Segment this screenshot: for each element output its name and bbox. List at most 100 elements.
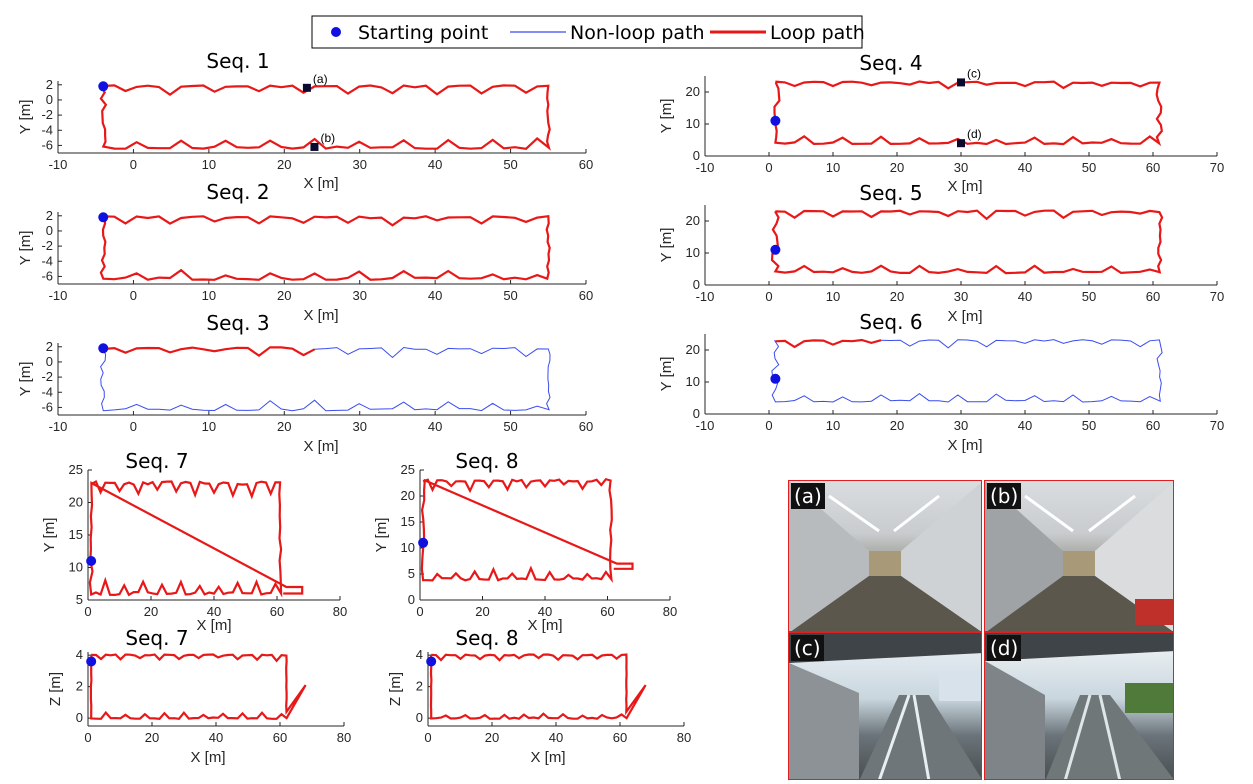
nonloop-path	[771, 210, 1163, 274]
starting-point-marker	[418, 537, 429, 548]
x-tick-label: 60	[1146, 418, 1160, 433]
x-axis-label: X [m]	[527, 617, 562, 634]
x-axis-label: X [m]	[530, 749, 565, 766]
x-tick-label: 60	[1146, 289, 1160, 304]
x-tick-label: 0	[130, 419, 137, 434]
x-tick-label: 20	[277, 157, 291, 172]
legend-nonloop-label: Non-loop path	[570, 22, 705, 44]
walkway-illustration	[789, 633, 981, 779]
x-tick-label: 40	[428, 288, 442, 303]
loop-path	[103, 346, 316, 357]
x-tick-label: 40	[1018, 289, 1032, 304]
x-axis-label: X [m]	[947, 437, 982, 454]
x-tick-label: 20	[145, 730, 159, 745]
x-tick-label: 80	[663, 604, 677, 619]
x-tick-label: 0	[424, 730, 431, 745]
y-axis-label: Y [m]	[658, 99, 675, 134]
y-tick-label: 2	[46, 77, 53, 92]
chart-seq7xy: 0 20 40 60 80 25 20 15 10 5 X [m] Y [m] Seq. 7	[41, 449, 347, 634]
x-tick-label: 0	[130, 157, 137, 172]
starting-point-marker	[770, 373, 781, 384]
x-tick-label: 0	[765, 418, 772, 433]
y-tick-label: -2	[41, 107, 53, 122]
walkway-illustration	[985, 633, 1173, 779]
starting-point-marker	[98, 212, 109, 223]
x-tick-label: 30	[352, 288, 366, 303]
x-tick-label: 20	[144, 604, 158, 619]
y-tick-label: 0	[693, 148, 700, 163]
x-tick-label: 50	[503, 157, 517, 172]
photo-label: (a)	[791, 483, 825, 509]
starting-point-marker	[98, 81, 109, 92]
y-tick-label: 0	[408, 592, 415, 607]
starting-point-marker	[98, 343, 109, 354]
loop-path	[770, 209, 1164, 275]
starting-point-marker	[426, 656, 437, 667]
photo-panel: (a) (b) (c)	[788, 480, 1174, 780]
y-axis-label: Y [m]	[658, 228, 675, 263]
starting-point-marker	[770, 115, 781, 126]
y-tick-label: 20	[401, 488, 415, 503]
corridor-illustration	[789, 481, 981, 631]
photo-label: (b)	[987, 483, 1022, 509]
x-tick-label: 20	[890, 289, 904, 304]
x-tick-label: 70	[1210, 418, 1224, 433]
x-axis-label: X [m]	[947, 308, 982, 325]
y-tick-label: 10	[686, 374, 700, 389]
y-tick-label: 10	[686, 116, 700, 131]
x-tick-label: 50	[503, 419, 517, 434]
x-tick-label: 20	[277, 288, 291, 303]
x-tick-label: 50	[1082, 418, 1096, 433]
y-tick-label: 5	[76, 592, 83, 607]
nonloop-path	[421, 478, 633, 581]
loop-path	[773, 80, 1163, 147]
x-tick-label: 40	[1018, 160, 1032, 175]
y-tick-label: 0	[416, 710, 423, 725]
x-tick-label: 20	[277, 419, 291, 434]
x-tick-label: 50	[1082, 289, 1096, 304]
nonloop-path	[771, 339, 1163, 403]
x-tick-label: 40	[209, 730, 223, 745]
y-tick-label: -4	[41, 122, 53, 137]
y-tick-label: 2	[76, 679, 83, 694]
x-tick-label: 80	[677, 730, 691, 745]
x-tick-label: 50	[503, 288, 517, 303]
photo-d: (d)	[984, 632, 1174, 780]
location-marker-label: (c)	[967, 66, 981, 80]
y-axis-label: Y [m]	[17, 100, 34, 135]
chart-title: Seq. 7	[125, 449, 188, 473]
y-axis-label: Y [m]	[17, 231, 34, 266]
photo-a: (a)	[788, 480, 982, 632]
y-tick-label: 0	[693, 277, 700, 292]
chart-title: Seq. 1	[206, 49, 269, 73]
x-tick-label: 30	[954, 160, 968, 175]
nonloop-path	[90, 653, 307, 720]
photo-b: (b)	[984, 480, 1174, 632]
x-tick-label: 60	[613, 730, 627, 745]
nonloop-path	[100, 215, 551, 281]
x-tick-label: 40	[428, 157, 442, 172]
loop-path	[99, 214, 551, 281]
x-tick-label: 0	[84, 730, 91, 745]
x-tick-label: 80	[333, 604, 347, 619]
x-tick-label: 40	[1018, 418, 1032, 433]
x-tick-label: 60	[270, 604, 284, 619]
x-tick-label: 80	[337, 730, 351, 745]
x-tick-label: 30	[352, 419, 366, 434]
legend-loop-label: Loop path	[770, 22, 865, 44]
location-marker	[957, 139, 965, 148]
loop-path	[429, 653, 647, 720]
y-axis-label: Y [m]	[41, 518, 58, 553]
corridor-illustration	[985, 481, 1173, 631]
x-tick-label: 0	[416, 604, 423, 619]
x-axis-label: X [m]	[303, 175, 338, 192]
x-axis-label: X [m]	[303, 307, 338, 324]
y-tick-label: -6	[41, 399, 53, 414]
x-tick-label: -10	[696, 160, 715, 175]
x-tick-label: 20	[890, 160, 904, 175]
